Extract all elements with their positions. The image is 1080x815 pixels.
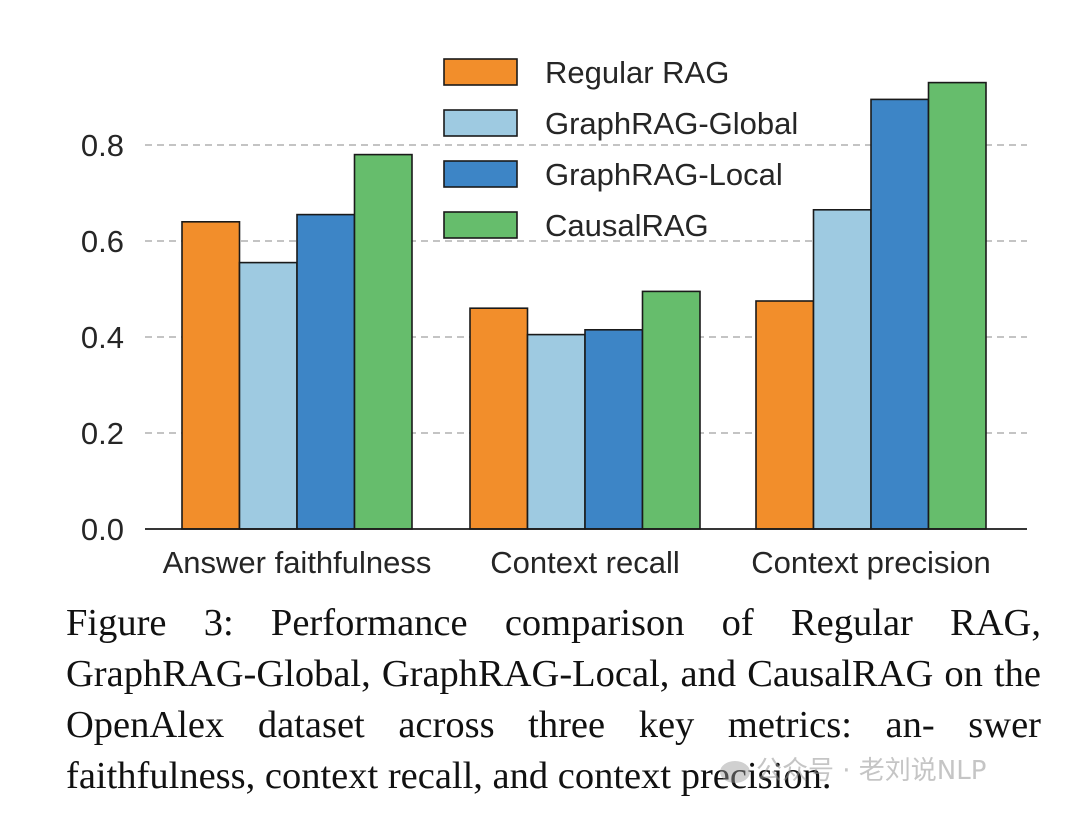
legend-label: GraphRAG-Local: [545, 157, 783, 192]
bar-graphrag-global-1: [526, 333, 586, 530]
bar-graphrag-local-2: [870, 98, 930, 530]
bar-graphrag-global-0: [238, 261, 298, 530]
x-tick-label: Context recall: [490, 545, 680, 580]
legend: Regular RAG GraphRAG-Global GraphRAG-Local…: [443, 55, 798, 243]
legend-label: Regular RAG: [545, 55, 729, 90]
y-tick-label: 0.8: [81, 128, 124, 163]
bar-graphrag-local-1: [584, 328, 644, 530]
bar-chart: 0.0 0.2 0.4 0.6 0.8 Answer faithfulness Contex…: [81, 55, 1027, 580]
y-tick-label: 0.6: [81, 224, 124, 259]
legend-label: CausalRAG: [545, 208, 709, 243]
bar-regular-rag-1: [469, 307, 529, 530]
wechat-icon: [720, 760, 750, 783]
watermark-text: 公众号 · 老刘说NLP: [756, 756, 987, 786]
y-tick-label: 0.0: [81, 512, 124, 547]
legend-swatch: [443, 211, 518, 239]
bar-graphrag-local-0: [296, 213, 356, 530]
legend-swatch: [443, 109, 518, 137]
bars: [181, 81, 987, 530]
x-tick-label: Answer faithfulness: [163, 545, 432, 580]
legend-label: GraphRAG-Global: [545, 106, 798, 141]
bar-regular-rag-2: [755, 300, 815, 530]
figure-caption: Figure 3: Performance comparison of Regu…: [66, 602, 1041, 797]
watermark: 公众号 · 老刘说NLP: [720, 750, 986, 787]
bar-graphrag-global-2: [812, 209, 872, 530]
bar-causalrag-2: [927, 81, 987, 530]
bar-causalrag-1: [641, 290, 701, 530]
y-tick-label: 0.2: [81, 416, 124, 451]
y-tick-label: 0.4: [81, 320, 124, 355]
bar-regular-rag-0: [181, 221, 241, 530]
axes: 0.0 0.2 0.4 0.6 0.8 Answer faithfulness Contex…: [81, 128, 1027, 580]
x-tick-label: Context precision: [751, 545, 991, 580]
bar-causalrag-0: [353, 153, 413, 530]
legend-swatch: [443, 58, 518, 86]
legend-swatch: [443, 160, 518, 188]
